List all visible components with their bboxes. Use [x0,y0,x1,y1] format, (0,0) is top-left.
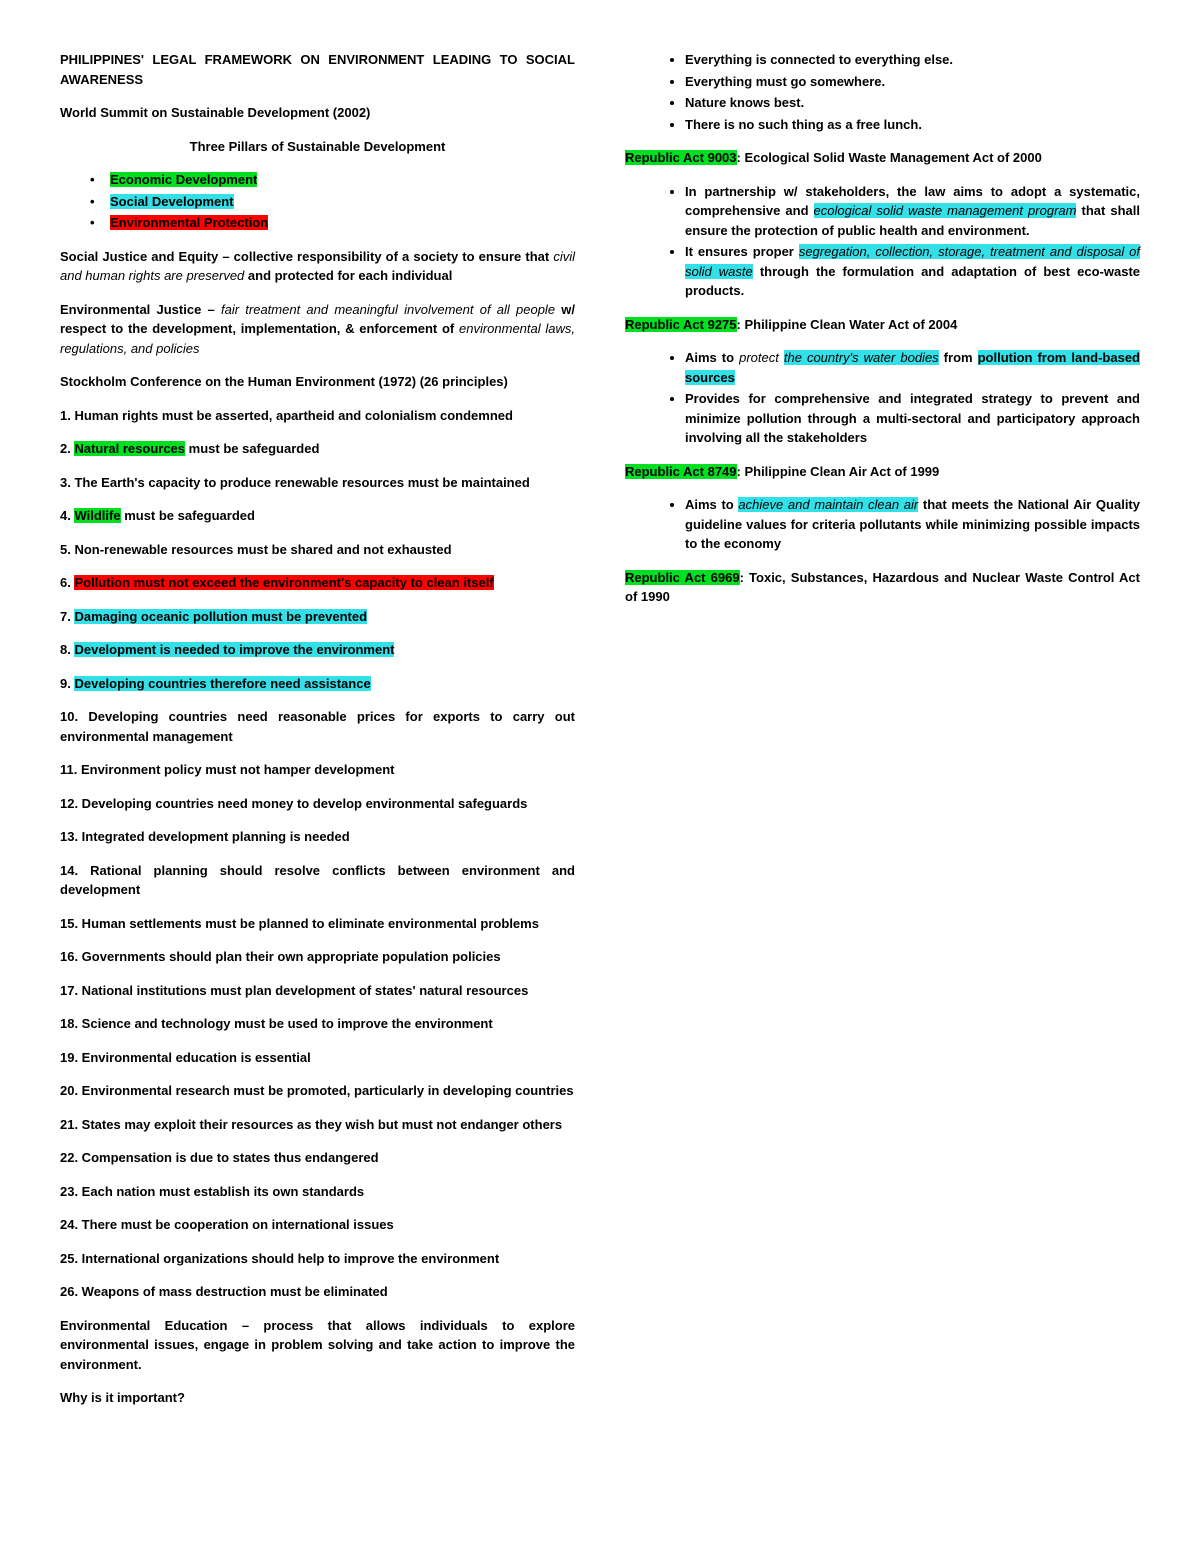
ra9275-item: Provides for comprehensive and integrate… [685,389,1140,448]
principle-8: 8. Development is needed to improve the … [60,640,575,660]
why-item: Everything is connected to everything el… [685,50,1140,70]
principle-23: 23. Each nation must establish its own s… [60,1182,575,1202]
env-education-para: Environmental Education – process that a… [60,1316,575,1375]
pillars-heading: Three Pillars of Sustainable Development [100,137,535,157]
principle-2: 2. Natural resources must be safeguarded [60,439,575,459]
principle-11: 11. Environment policy must not hamper d… [60,760,575,780]
ra9003-list: In partnership w/ stakeholders, the law … [625,182,1140,301]
document-body: PHILIPPINES' LEGAL FRAMEWORK ON ENVIRONM… [60,50,1140,1500]
principle-19: 19. Environmental education is essential [60,1048,575,1068]
ra9003-item: In partnership w/ stakeholders, the law … [685,182,1140,241]
principle-4: 4. Wildlife must be safeguarded [60,506,575,526]
ra9275-heading: Republic Act 9275: Philippine Clean Wate… [625,315,1140,335]
social-justice-para: Social Justice and Equity – collective r… [60,247,575,286]
pillars-list: •Economic Development •Social Developmen… [60,170,575,233]
principle-7: 7. Damaging oceanic pollution must be pr… [60,607,575,627]
principle-22: 22. Compensation is due to states thus e… [60,1148,575,1168]
principle-12: 12. Developing countries need money to d… [60,794,575,814]
pillar-item: •Economic Development [90,170,575,190]
principle-26: 26. Weapons of mass destruction must be … [60,1282,575,1302]
ra8749-item: Aims to achieve and maintain clean air t… [685,495,1140,554]
principle-17: 17. National institutions must plan deve… [60,981,575,1001]
principle-6: 6. Pollution must not exceed the environ… [60,573,575,593]
ra9275-list: Aims to protect the country's water bodi… [625,348,1140,448]
ra9003-heading: Republic Act 9003: Ecological Solid Wast… [625,148,1140,168]
principle-15: 15. Human settlements must be planned to… [60,914,575,934]
principle-9: 9. Developing countries therefore need a… [60,674,575,694]
principle-13: 13. Integrated development planning is n… [60,827,575,847]
principle-1: 1. Human rights must be asserted, aparth… [60,406,575,426]
env-justice-para: Environmental Justice – fair treatment a… [60,300,575,359]
ra8749-list: Aims to achieve and maintain clean air t… [625,495,1140,554]
ra9275-item: Aims to protect the country's water bodi… [685,348,1140,387]
why-heading: Why is it important? [60,1388,575,1408]
why-item: Nature knows best. [685,93,1140,113]
ra9003-item: It ensures proper segregation, collectio… [685,242,1140,301]
principle-24: 24. There must be cooperation on interna… [60,1215,575,1235]
why-list: Everything is connected to everything el… [625,50,1140,134]
pillar-item: •Social Development [90,192,575,212]
principle-5: 5. Non-renewable resources must be share… [60,540,575,560]
ra6969-heading: Republic Act 6969: Toxic, Substances, Ha… [625,568,1140,607]
doc-title: PHILIPPINES' LEGAL FRAMEWORK ON ENVIRONM… [60,50,575,89]
pillar-item: •Environmental Protection [90,213,575,233]
principle-20: 20. Environmental research must be promo… [60,1081,575,1101]
stockholm-heading: Stockholm Conference on the Human Enviro… [60,372,575,392]
principle-18: 18. Science and technology must be used … [60,1014,575,1034]
ra8749-heading: Republic Act 8749: Philippine Clean Air … [625,462,1140,482]
principle-14: 14. Rational planning should resolve con… [60,861,575,900]
principle-25: 25. International organizations should h… [60,1249,575,1269]
principle-16: 16. Governments should plan their own ap… [60,947,575,967]
principle-3: 3. The Earth's capacity to produce renew… [60,473,575,493]
summit-heading: World Summit on Sustainable Development … [60,103,575,123]
why-item: There is no such thing as a free lunch. [685,115,1140,135]
principle-21: 21. States may exploit their resources a… [60,1115,575,1135]
why-item: Everything must go somewhere. [685,72,1140,92]
principle-10: 10. Developing countries need reasonable… [60,707,575,746]
